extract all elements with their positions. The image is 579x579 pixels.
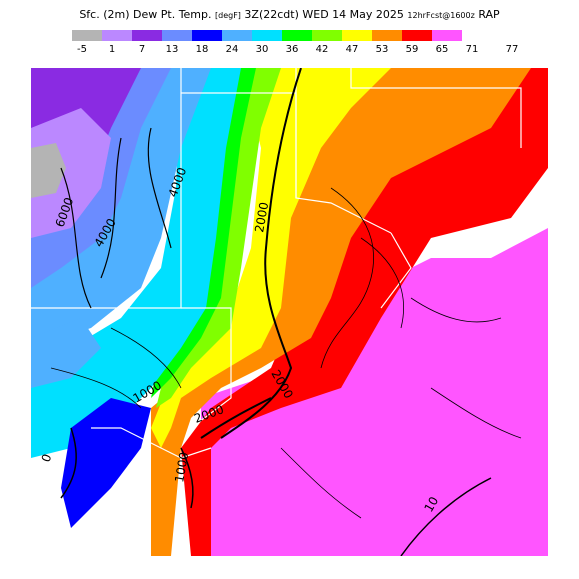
contour-2000-b (200, 397, 272, 439)
contour-10 (400, 477, 492, 556)
legend-label-6: 30 (255, 44, 269, 55)
legend-label-11: 59 (405, 44, 419, 55)
legend-label-0: -5 (77, 44, 87, 55)
title-units: [degF] (215, 11, 241, 20)
dewpoint-map: 6000 4000 4000 2000 2000 2000 1000 1000 … (31, 68, 548, 556)
legend-label-3: 13 (165, 44, 179, 55)
contour-label: 10 (421, 494, 441, 514)
legend-label-8: 42 (315, 44, 329, 55)
contour-thin-6 (110, 327, 182, 389)
legend-label-10: 53 (375, 44, 389, 55)
contour-label: 1000 (172, 451, 191, 484)
legend-label-12: 65 (435, 44, 449, 55)
contour-thin-7 (50, 367, 142, 409)
band-18 (61, 398, 151, 528)
legend-swatch-2 (132, 30, 162, 41)
legend-swatch-0 (72, 30, 102, 41)
band-24 (31, 68, 211, 348)
band-42 (156, 68, 281, 408)
contour-thin-2 (360, 237, 404, 329)
band-1 (31, 108, 111, 238)
legend-label-13: 71 (465, 44, 479, 55)
band-65 (201, 228, 548, 556)
contour-label: 0 (39, 452, 55, 464)
title-init-time: 12hrFcst@1600z (407, 11, 475, 20)
map-title: Sfc. (2m) Dew Pt. Temp. [degF] 3Z(22cdt)… (0, 8, 579, 21)
title-model: RAP (478, 8, 500, 21)
contour-label: 2000 (252, 201, 271, 234)
legend-swatch-10 (372, 30, 402, 41)
contour-thin-5 (280, 447, 362, 519)
elevation-contours (50, 68, 522, 556)
contour-4000-b (147, 127, 172, 249)
legend-swatch-11 (402, 30, 432, 41)
legend-swatch-5 (222, 30, 252, 41)
band-blue-nw (31, 318, 101, 388)
legend-label-5: 24 (225, 44, 239, 55)
border-4 (350, 68, 522, 148)
legend-label-9: 47 (345, 44, 359, 55)
legend-swatch-7 (282, 30, 312, 41)
legend-swatch-8 (312, 30, 342, 41)
contour-4000-a (100, 137, 122, 279)
legend-swatch-1 (102, 30, 132, 41)
legend-label-1: 1 (108, 44, 116, 55)
legend-swatch-9 (342, 30, 372, 41)
band-36 (151, 68, 256, 398)
title-valid-time: 3Z(22cdt) WED 14 May 2025 (244, 8, 404, 21)
border-3 (295, 68, 392, 234)
legend-label-7: 36 (285, 44, 299, 55)
border-5 (181, 307, 232, 429)
contour-thin-1 (320, 187, 374, 369)
legend-swatch-4 (192, 30, 222, 41)
contour-thin-4 (430, 387, 522, 439)
legend-label-14: 77 (505, 44, 519, 55)
band-59 (181, 68, 548, 556)
contour-6000 (60, 167, 92, 309)
contour-thin-3 (410, 297, 502, 323)
state-borders (31, 68, 522, 459)
title-main: Sfc. (2m) Dew Pt. Temp. (79, 8, 212, 21)
legend-swatch-3 (162, 30, 192, 41)
band-47 (151, 68, 391, 448)
legend-label-4: 18 (195, 44, 209, 55)
band-neg5 (31, 143, 66, 198)
band-53 (151, 68, 531, 556)
border-6 (91, 427, 212, 459)
contour-1000 (180, 447, 194, 509)
legend-swatch-12 (432, 30, 462, 41)
contour-2000-a (220, 68, 302, 439)
contour-0 (60, 427, 77, 499)
legend-label-2: 7 (138, 44, 146, 55)
border-7 (380, 232, 412, 309)
dewpoint-shading (31, 68, 548, 556)
legend-swatch-6 (252, 30, 282, 41)
